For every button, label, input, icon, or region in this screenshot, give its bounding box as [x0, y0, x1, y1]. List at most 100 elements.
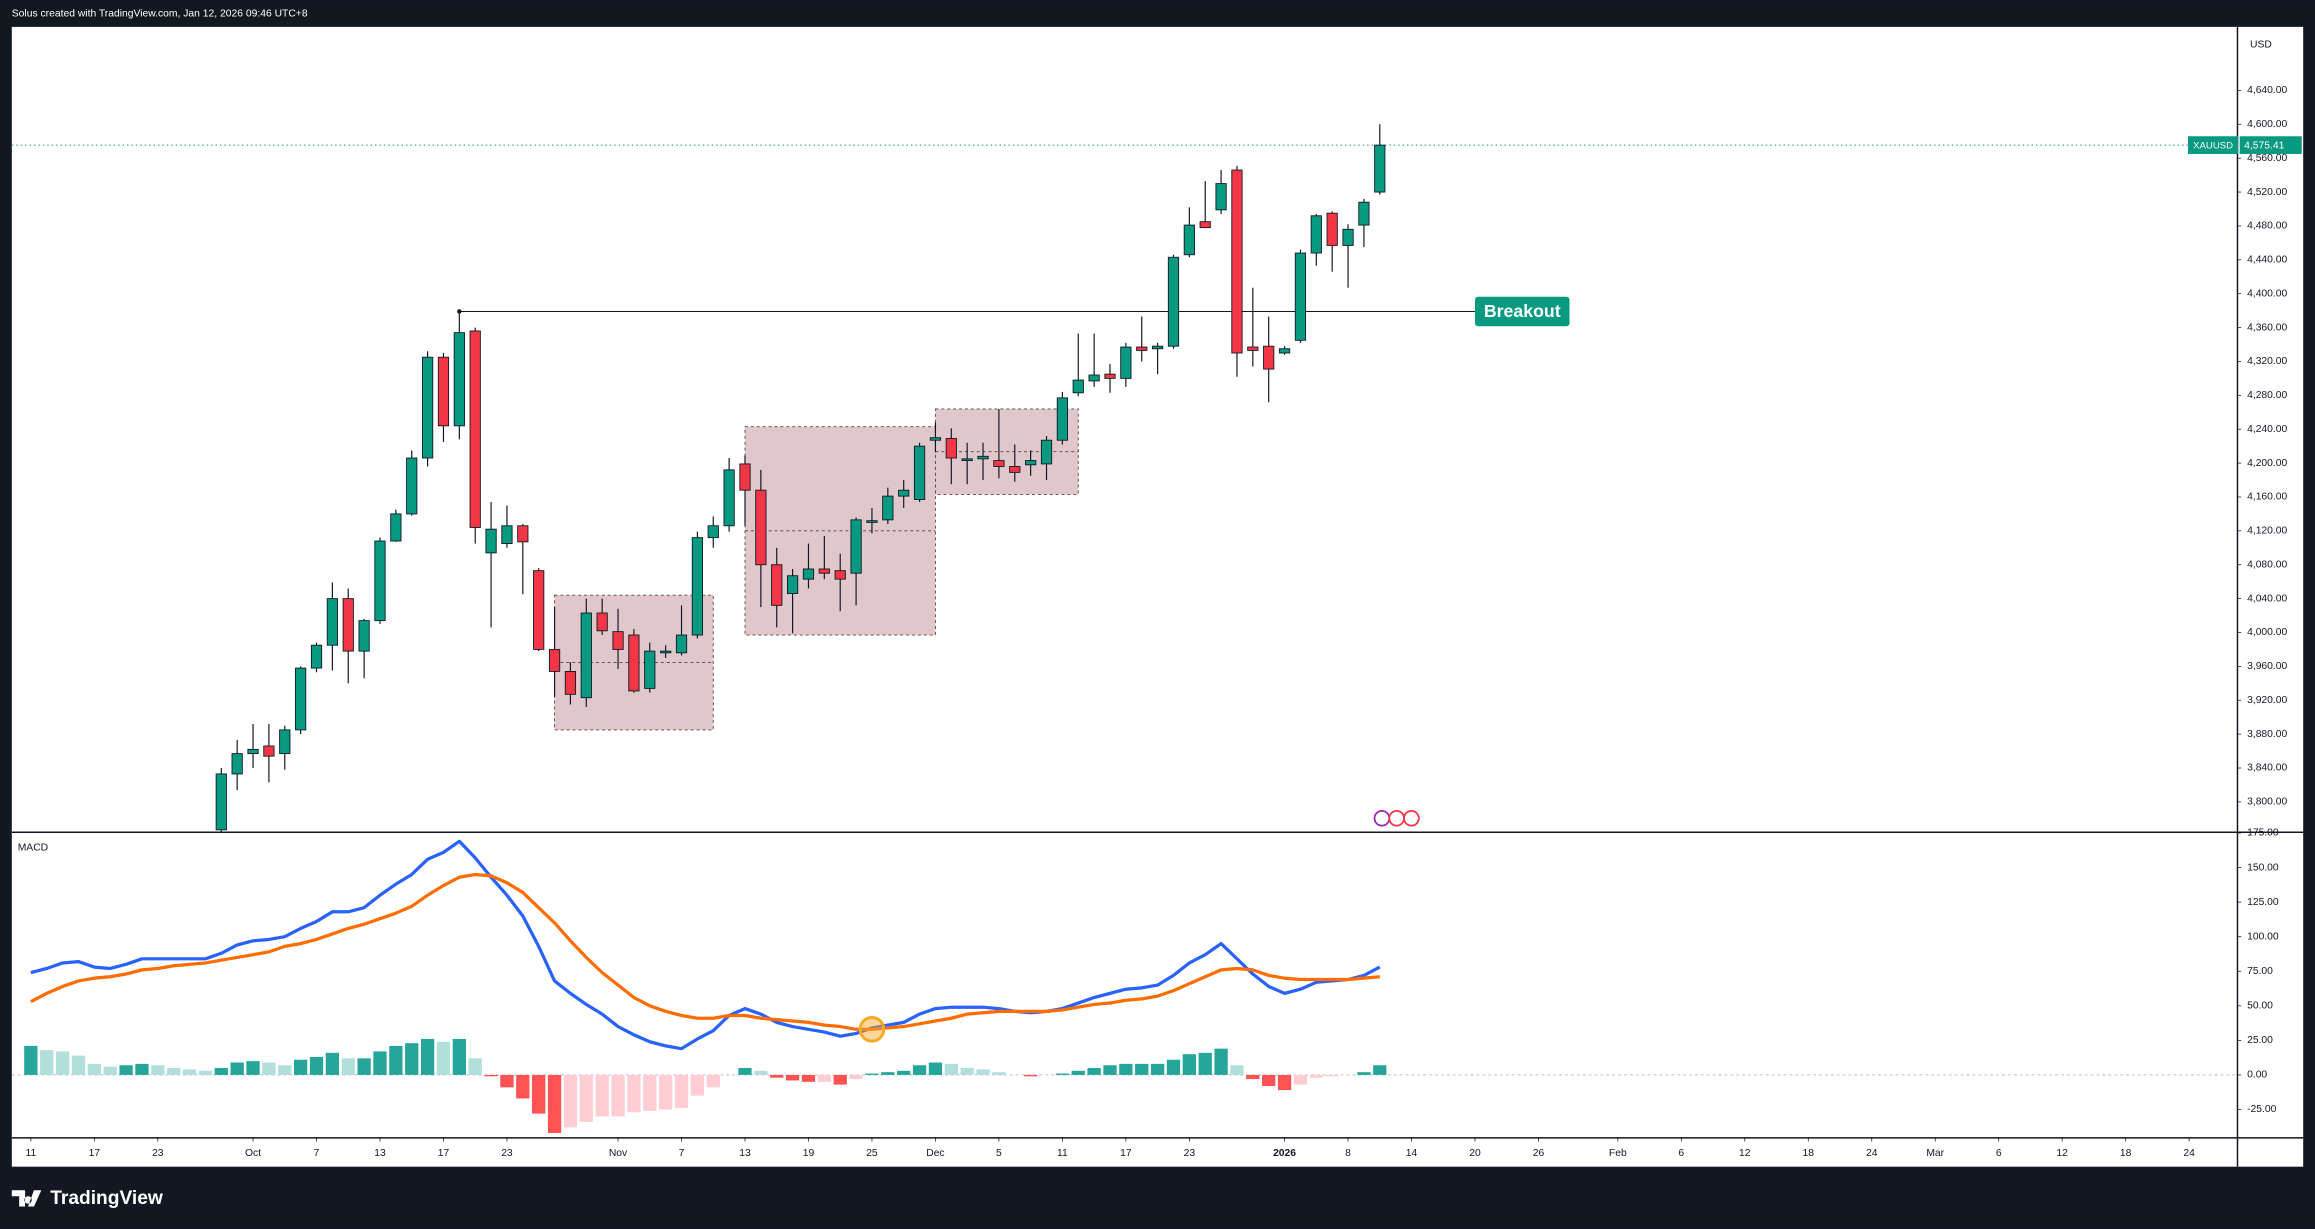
candle-body [358, 620, 370, 652]
histogram-bar [976, 1069, 990, 1075]
x-tick-label: 17 [1120, 1148, 1132, 1159]
x-tick-label: 11 [1057, 1148, 1068, 1159]
histogram-bar [1071, 1070, 1085, 1075]
histogram-bar [1119, 1063, 1133, 1075]
candle-body [1263, 345, 1275, 370]
candle-body [533, 570, 545, 650]
histogram-bar [706, 1074, 720, 1088]
histogram-bar [1262, 1074, 1276, 1086]
histogram-bar [690, 1074, 705, 1096]
logo-mark [11, 1190, 42, 1207]
histogram-bar [214, 1068, 228, 1075]
symbol-label: XAUUSD [2193, 140, 2233, 151]
x-tick-label: 17 [89, 1148, 101, 1159]
histogram-bar [420, 1038, 435, 1075]
histogram-bar [357, 1058, 371, 1075]
y-tick-label: 4,360.00 [2247, 322, 2287, 333]
y-tick-label: 25.00 [2247, 1035, 2273, 1046]
event-icon [1373, 809, 1391, 827]
candle-body [628, 634, 640, 692]
y-tick-label: 4,320.00 [2247, 356, 2287, 367]
y-tick-label: 175.00 [2247, 828, 2279, 839]
histogram-bar [151, 1065, 165, 1075]
histogram-bar [643, 1074, 657, 1111]
histogram-bar [484, 1074, 498, 1077]
histogram-bar [309, 1056, 324, 1075]
axes: 4,640.00 4,600.00 4,560.00 4,520.00 4,480.00… [25, 85, 2302, 1159]
histogram-bar [1246, 1074, 1260, 1080]
candle-body [247, 748, 259, 755]
candle-body [834, 570, 846, 580]
histogram-bar [198, 1070, 213, 1075]
candle-body [850, 519, 862, 574]
histogram-bar [1055, 1073, 1070, 1075]
y-tick-label: 75.00 [2247, 966, 2273, 977]
macd-line [30, 839, 1381, 1051]
x-tick-label: 17 [438, 1148, 450, 1159]
y-tick-label: 4,640.00 [2247, 85, 2287, 96]
histogram-bar [563, 1074, 578, 1128]
logo-text: TradingView [50, 1188, 163, 1209]
candle-body [612, 631, 624, 650]
y-tick-label: 4,480.00 [2247, 221, 2287, 232]
event-icon [1388, 809, 1405, 827]
candle-body [1358, 201, 1370, 226]
candle-body [596, 612, 608, 632]
y-tick-label: 3,960.00 [2247, 661, 2287, 672]
last-price-label: 4,575.41 [2244, 141, 2284, 152]
annotation-box [1475, 296, 1570, 327]
candle-body [1294, 252, 1307, 341]
histogram-bar [547, 1074, 562, 1133]
candle-body [501, 525, 513, 544]
y-tick-label: 4,200.00 [2247, 458, 2287, 469]
histogram-bar [897, 1070, 911, 1075]
candle-body [786, 575, 799, 594]
candle-body [882, 495, 894, 521]
candle-body [818, 568, 830, 574]
candle-body [390, 513, 402, 542]
histogram-bar [1309, 1074, 1323, 1078]
candle-body [802, 568, 815, 580]
y-tick-label: 150.00 [2247, 862, 2279, 873]
x-tick-label: 25 [866, 1148, 878, 1159]
candle-body [707, 525, 719, 539]
histogram-bar [246, 1061, 260, 1075]
candle-body [1167, 256, 1180, 347]
cross-marker [858, 1016, 886, 1043]
histogram-bar [960, 1068, 974, 1075]
macd-line [30, 872, 1380, 1031]
histogram-bar [785, 1074, 800, 1081]
x-tick-label: 24 [2183, 1148, 2195, 1159]
histogram-bar [1357, 1072, 1371, 1075]
x-tick-label: 24 [1866, 1148, 1878, 1159]
symbol-tag [2188, 136, 2239, 154]
histogram-bar [500, 1074, 514, 1088]
candle-body [1199, 221, 1211, 229]
candle-body [421, 356, 434, 459]
histogram-bar [452, 1038, 466, 1075]
histogram-bar [1230, 1065, 1244, 1075]
histogram-bar [293, 1059, 308, 1075]
x-tick-label: 20 [1469, 1148, 1481, 1159]
candle-body [1056, 397, 1068, 441]
histogram-bar [1087, 1068, 1101, 1075]
x-tick-label: 6 [1678, 1148, 1684, 1159]
candle-body [1151, 345, 1164, 350]
histogram-bar [659, 1074, 673, 1110]
x-tick-label: 6 [1996, 1148, 2002, 1159]
candle-body [644, 650, 656, 689]
y-tick-label: 3,840.00 [2247, 763, 2287, 774]
x-tick-label: 19 [803, 1148, 815, 1159]
histogram-bar [40, 1050, 54, 1075]
candle-body [1278, 348, 1291, 354]
histogram-bar [103, 1066, 117, 1075]
y-tick-label: -25.00 [2247, 1104, 2277, 1115]
histogram-bar [1214, 1048, 1228, 1075]
x-tick-label: 5 [996, 1148, 1002, 1159]
last-price-tag [2239, 136, 2302, 154]
x-tick-label: Feb [1609, 1148, 1627, 1159]
candle-body [437, 356, 450, 427]
candle-body [342, 598, 354, 652]
candle-body [1183, 224, 1195, 256]
x-tick-label: 18 [1803, 1148, 1815, 1159]
